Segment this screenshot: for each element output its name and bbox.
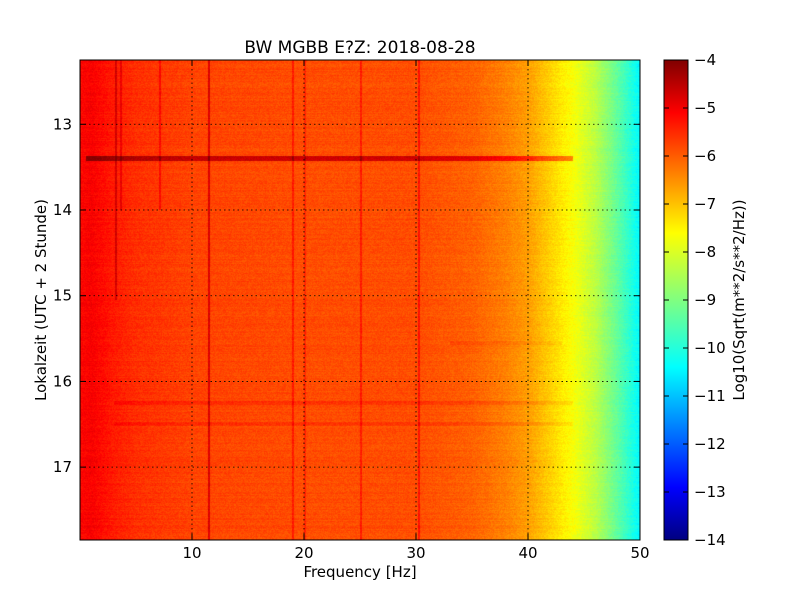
colorbar-tick-label: −8 xyxy=(694,243,716,261)
heatmap-plot-area xyxy=(80,60,640,540)
colorbar-tick-label: −12 xyxy=(694,435,726,453)
y-tick-label: 15 xyxy=(53,287,72,305)
plot-frame xyxy=(79,59,641,541)
colorbar-tick-label: −6 xyxy=(694,147,716,165)
chart-title: BW MGBB E?Z: 2018-08-28 xyxy=(244,38,475,58)
y-tick-label: 13 xyxy=(53,115,72,133)
colorbar-tick-label: −14 xyxy=(694,531,726,549)
x-axis-ticks: 10 20 30 40 50 xyxy=(182,60,650,562)
y-axis-label: Lokalzeit (UTC + 2 Stunde) xyxy=(32,199,50,401)
colorbar-tick-label: −5 xyxy=(694,99,716,117)
colorbar-tick-label: −13 xyxy=(694,483,726,501)
colorbar-ticks: −4 −5 −6 −7 −8 −9 −10 −11 −12 −13 −14 xyxy=(664,51,726,549)
colorbar-tick-label: −9 xyxy=(694,291,716,309)
x-tick-label: 10 xyxy=(182,544,201,562)
x-tick-label: 40 xyxy=(518,544,537,562)
y-axis-ticks: 13 14 15 16 17 xyxy=(53,115,640,476)
colorbar-tick-label: −7 xyxy=(694,195,716,213)
x-tick-label: 20 xyxy=(294,544,313,562)
y-tick-label: 16 xyxy=(53,372,72,390)
x-tick-label: 30 xyxy=(406,544,425,562)
colorbar-label: Log10(Sqrt(m**2/s**2/Hz)) xyxy=(730,199,748,400)
x-axis-label: Frequency [Hz] xyxy=(303,563,416,581)
colorbar-tick-label: −10 xyxy=(694,339,726,357)
colorbar-tick-label: −11 xyxy=(694,387,726,405)
y-tick-label: 14 xyxy=(53,201,72,219)
y-tick-label: 17 xyxy=(53,458,72,476)
colorbar-tick-label: −4 xyxy=(694,51,716,69)
x-tick-label: 50 xyxy=(630,544,649,562)
